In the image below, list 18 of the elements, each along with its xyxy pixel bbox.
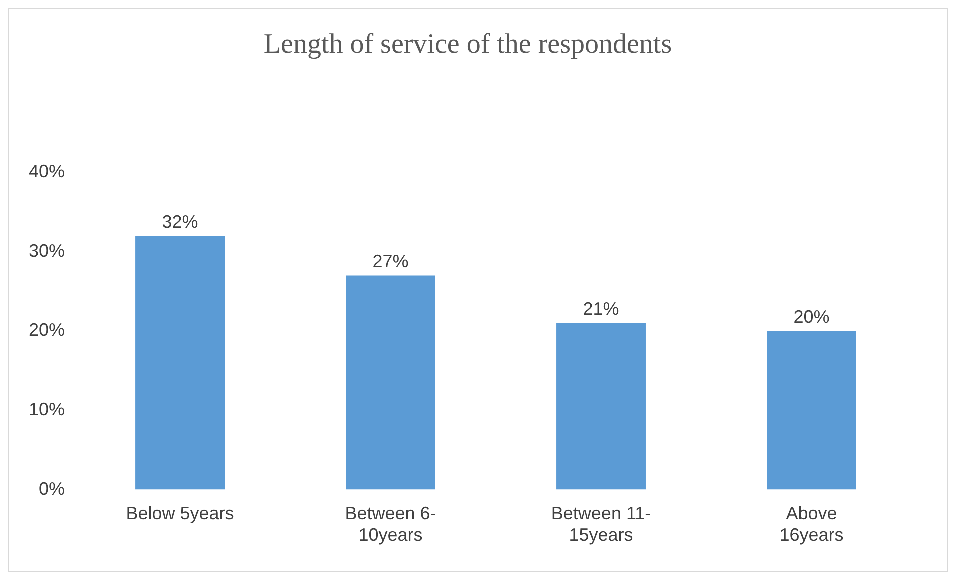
data-label: 20% <box>794 307 830 328</box>
y-tick-label: 40% <box>28 162 66 182</box>
y-tick-label: 0% <box>39 478 66 499</box>
y-tick-label: 10% <box>28 399 66 420</box>
data-label: 21% <box>583 299 620 320</box>
bar <box>136 236 226 490</box>
data-label: 27% <box>372 252 409 272</box>
x-tick-label: Above 16years <box>780 504 844 546</box>
bar <box>556 323 646 490</box>
x-tick-label: Between 11-15years <box>551 504 652 546</box>
x-tick-label: Below 5years <box>126 504 234 524</box>
bar <box>346 276 436 490</box>
bar <box>767 331 856 490</box>
x-tick-label: Between 6-10years <box>345 504 436 546</box>
data-label: 32% <box>162 212 198 232</box>
y-tick-label: 20% <box>28 320 66 340</box>
chart-title: Length of service of the respondents <box>264 29 672 60</box>
y-tick-label: 30% <box>28 240 66 261</box>
